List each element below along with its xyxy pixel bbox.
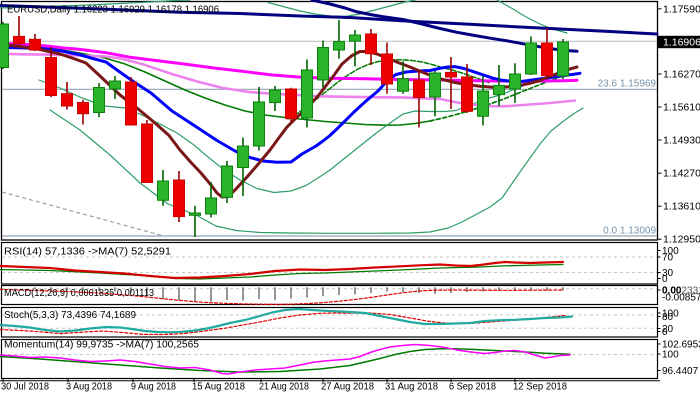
svg-text:0.002331: 0.002331	[662, 286, 700, 297]
svg-text:1.14270: 1.14270	[663, 168, 700, 180]
svg-text:0.00: 0.00	[662, 286, 682, 297]
svg-text:31 Aug 2018: 31 Aug 2018	[385, 382, 438, 393]
svg-text:1.12950: 1.12950	[663, 234, 700, 246]
svg-text:80: 80	[662, 312, 674, 323]
svg-text:0: 0	[662, 274, 668, 285]
svg-text:1.13610: 1.13610	[663, 201, 700, 213]
svg-text:102.6953: 102.6953	[662, 340, 700, 351]
svg-text:3 Aug 2018: 3 Aug 2018	[66, 382, 112, 393]
svg-text:96.4407: 96.4407	[662, 366, 699, 377]
svg-text:Momentum(14) 99,9735 ->MA(7): Momentum(14) 99,9735 ->MA(7) 100,2565	[4, 340, 199, 351]
svg-text:23.6 1.15969: 23.6 1.15969	[598, 79, 657, 90]
svg-text:20: 20	[662, 324, 674, 335]
svg-text:12 Sep 2018: 12 Sep 2018	[513, 382, 567, 393]
svg-text:15 Aug 2018: 15 Aug 2018	[192, 382, 245, 393]
svg-text:6 Sep 2018: 6 Sep 2018	[449, 382, 496, 393]
svg-text:1.15610: 1.15610	[663, 102, 700, 114]
svg-text:1.16270: 1.16270	[663, 69, 700, 81]
svg-text:EURUSD,Daily 1.16223 1.16929: EURUSD,Daily 1.16223 1.16929 1.16178 1.1…	[7, 5, 219, 16]
svg-text:70: 70	[662, 253, 674, 264]
svg-text:1.14930: 1.14930	[663, 135, 700, 147]
svg-text:100: 100	[662, 309, 679, 320]
svg-text:30: 30	[662, 268, 674, 279]
svg-text:27 Aug 2018: 27 Aug 2018	[321, 382, 374, 393]
svg-text:-0.008573: -0.008573	[662, 293, 700, 304]
svg-text:1.17590: 1.17590	[663, 3, 700, 15]
svg-text:30 Jul 2018: 30 Jul 2018	[1, 382, 49, 393]
svg-text:MACD(12,26,9) 0,0001835 0,0011: MACD(12,26,9) 0,0001835 0,001113	[4, 288, 154, 299]
svg-text:0: 0	[662, 327, 668, 338]
svg-text:1.16906: 1.16906	[663, 36, 700, 48]
svg-text:Stoch(5,3,3) 73,4396 74,1689: Stoch(5,3,3) 73,4396 74,1689	[4, 310, 136, 321]
svg-text:21 Aug 2018: 21 Aug 2018	[259, 382, 309, 393]
svg-text:100: 100	[662, 246, 679, 257]
svg-text:9 Aug 2018: 9 Aug 2018	[131, 382, 176, 393]
svg-text:100: 100	[662, 350, 679, 361]
svg-text:RSI(14) 57,1336 ->MA(7) 52,52: RSI(14) 57,1336 ->MA(7) 52,5291	[4, 247, 171, 258]
svg-text:0.0 1.13009: 0.0 1.13009	[603, 225, 656, 236]
